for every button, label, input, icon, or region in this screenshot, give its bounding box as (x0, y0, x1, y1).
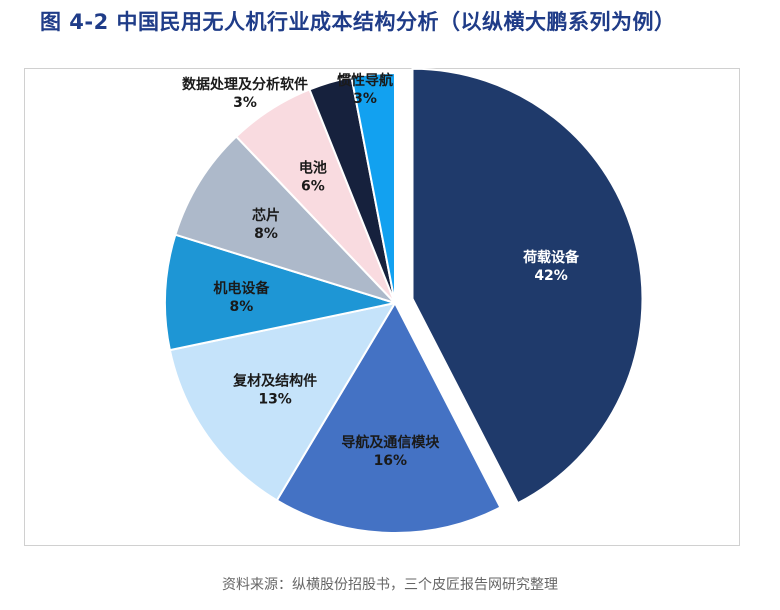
slice-category-label: 惯性导航 (337, 72, 393, 89)
pie-slice (411, 67, 644, 505)
slice-value-label: 16% (374, 453, 408, 469)
slice-value-label: 3% (353, 91, 377, 107)
slice-value-label: 8% (254, 226, 278, 242)
slice-category-label: 机电设备 (213, 280, 270, 297)
slice-category-label: 导航及通信模块 (341, 434, 440, 451)
slice-category-label: 电池 (299, 159, 327, 176)
slice-value-label: 3% (233, 95, 257, 111)
pie-slice (174, 135, 399, 306)
pie-slice (168, 301, 398, 502)
slice-category-label: 复材及结构件 (232, 372, 317, 389)
slice-value-label: 6% (301, 178, 325, 194)
slice-value-label: 13% (258, 391, 292, 407)
slice-category-label: 数据处理及分析软件 (182, 76, 308, 93)
pie-slice (275, 300, 502, 534)
pie-slice (350, 71, 396, 304)
slice-category-label: 芯片 (252, 207, 280, 224)
slice-value-label: 8% (229, 299, 253, 315)
slice-category-label: 荷载设备 (522, 249, 580, 266)
source-note: 资料来源：纵横股份招股书，三个皮匠报告网研究整理 (222, 577, 558, 593)
pie-slice (164, 233, 399, 352)
slice-value-label: 42% (534, 268, 568, 284)
figure-title: 图 4-2 中国民用无人机行业成本结构分析（以纵横大鹏系列为例） (40, 10, 676, 34)
